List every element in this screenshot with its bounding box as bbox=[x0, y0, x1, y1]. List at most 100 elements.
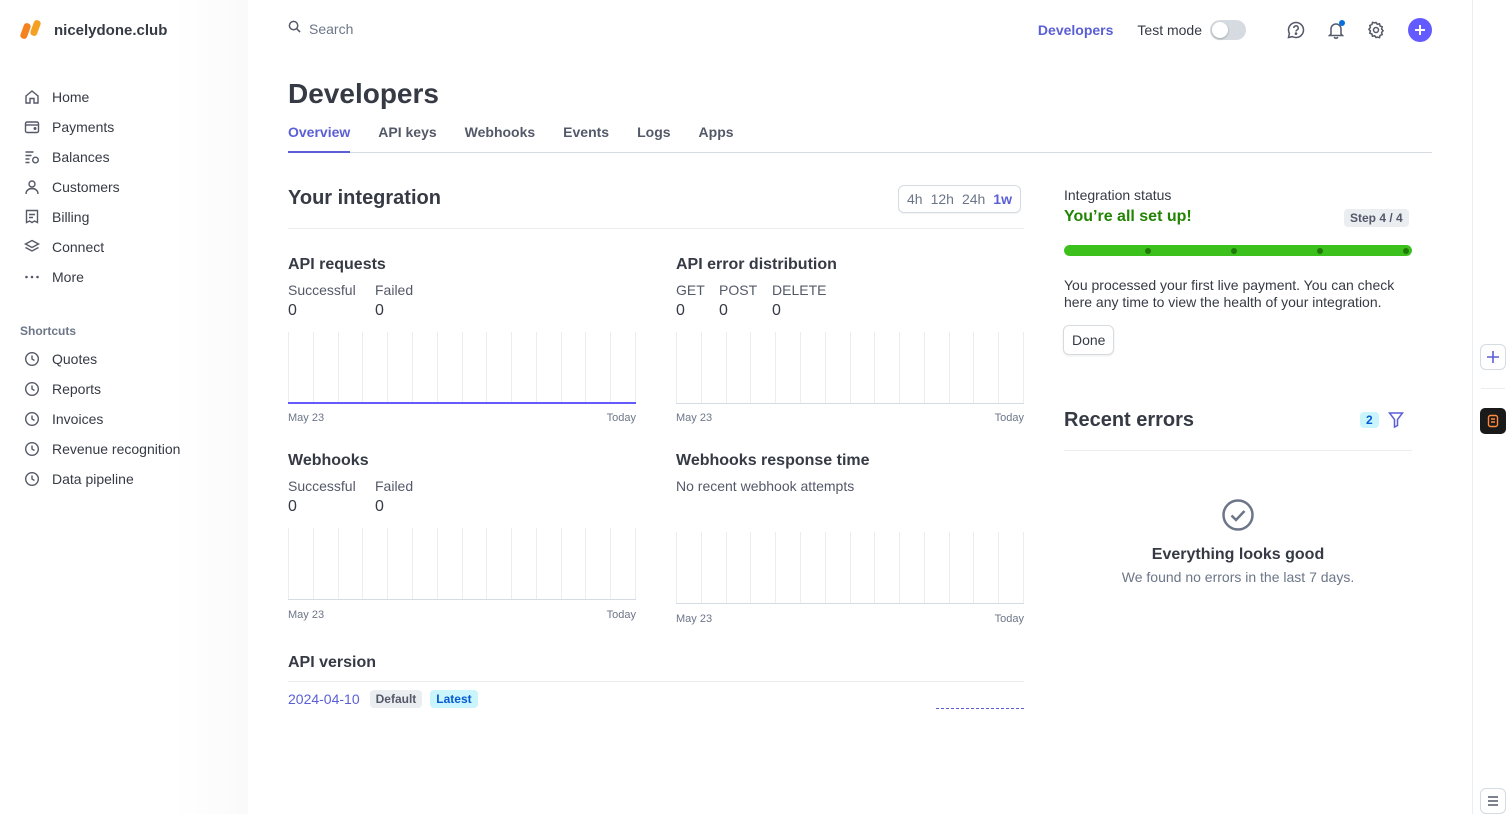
chart-gridline bbox=[561, 332, 562, 402]
chart-gridline bbox=[899, 532, 900, 603]
sidebar-item-label: Home bbox=[52, 89, 90, 105]
range-4h[interactable]: 4h bbox=[907, 191, 923, 207]
developers-link[interactable]: Developers bbox=[1037, 22, 1114, 38]
layers-icon bbox=[24, 239, 40, 255]
default-badge: Default bbox=[369, 690, 423, 708]
chart-gridline bbox=[536, 332, 537, 402]
tab-api-keys[interactable]: API keys bbox=[378, 124, 437, 140]
metric-value: 0 bbox=[719, 302, 728, 319]
tab-overview[interactable]: Overview bbox=[288, 124, 351, 153]
metric-label: Failed bbox=[375, 282, 414, 298]
help-icon[interactable] bbox=[1284, 18, 1308, 42]
done-button[interactable]: Done bbox=[1063, 325, 1115, 355]
chart-gridline bbox=[585, 528, 586, 599]
tab-webhooks[interactable]: Webhooks bbox=[464, 124, 536, 140]
sidebar-item-connect[interactable]: Connect bbox=[20, 232, 230, 262]
chart-gridline bbox=[288, 332, 289, 402]
search-icon bbox=[288, 20, 301, 38]
rail-add-button[interactable] bbox=[1480, 344, 1506, 370]
api-requests-card[interactable]: API requests Successful 0 Failed 0 May 2… bbox=[288, 256, 636, 424]
empty-state-subtitle: We found no errors in the last 7 days. bbox=[1121, 569, 1355, 585]
chart-gridline bbox=[874, 332, 875, 403]
rail-app-button[interactable] bbox=[1480, 408, 1506, 434]
api-errors-card[interactable]: API error distribution GET 0 POST 0 DELE… bbox=[676, 256, 1024, 424]
chart-gridline bbox=[635, 528, 636, 599]
recent-errors-heading: Recent errors bbox=[1064, 409, 1195, 431]
integration-heading: Your integration bbox=[288, 187, 441, 209]
clock-icon bbox=[24, 471, 40, 487]
axis-end-label: Today bbox=[606, 412, 636, 424]
metric-value: 0 bbox=[375, 302, 384, 319]
search-bar[interactable] bbox=[288, 20, 609, 38]
clock-icon bbox=[24, 441, 40, 457]
range-24h[interactable]: 24h bbox=[961, 191, 986, 207]
check-circle-icon bbox=[1221, 498, 1255, 537]
sidebar-item-label: More bbox=[52, 269, 84, 285]
filter-icon[interactable] bbox=[1387, 411, 1405, 434]
api-version-link[interactable]: 2024-04-10 bbox=[288, 691, 360, 707]
shortcut-quotes[interactable]: Quotes bbox=[20, 344, 230, 374]
shortcut-label: Quotes bbox=[52, 351, 98, 367]
primary-nav: Home Payments Balances Customers Billing bbox=[20, 82, 230, 292]
chart-gridline bbox=[949, 332, 950, 403]
chart-gridline bbox=[313, 528, 314, 599]
chart-gridline bbox=[412, 528, 413, 599]
metric-failed: Failed 0 bbox=[375, 282, 413, 320]
chart-gridline bbox=[536, 528, 537, 599]
range-1w[interactable]: 1w bbox=[993, 191, 1012, 207]
tab-apps[interactable]: Apps bbox=[698, 124, 734, 140]
shortcut-data-pipeline[interactable]: Data pipeline bbox=[20, 464, 230, 494]
sidebar-item-more[interactable]: More bbox=[20, 262, 230, 292]
metric-label: Successful bbox=[288, 282, 356, 298]
account-switcher[interactable]: nicelydone.club bbox=[20, 18, 167, 42]
sidebar-item-label: Connect bbox=[52, 239, 105, 255]
error-count-badge: 2 bbox=[1360, 412, 1379, 428]
sidebar-item-balances[interactable]: Balances bbox=[20, 142, 230, 172]
page-title: Developers bbox=[288, 78, 439, 109]
create-button[interactable] bbox=[1408, 18, 1432, 42]
shortcut-revenue-recognition[interactable]: Revenue recognition bbox=[20, 434, 230, 464]
chart-gridline bbox=[486, 332, 487, 402]
sidebar-item-customers[interactable]: Customers bbox=[20, 172, 230, 202]
chart-gridline bbox=[462, 332, 463, 402]
chart-axis: May 23 Today bbox=[288, 412, 636, 424]
chart-gridline bbox=[750, 332, 751, 403]
shortcut-label: Invoices bbox=[52, 411, 104, 427]
axis-start-label: May 23 bbox=[676, 613, 713, 625]
card-title: Webhooks bbox=[288, 452, 369, 469]
search-input[interactable] bbox=[309, 21, 609, 37]
progress-step-dot bbox=[1231, 248, 1237, 254]
chart-gridline bbox=[387, 528, 388, 599]
test-mode-toggle[interactable] bbox=[1210, 20, 1246, 40]
tab-logs[interactable]: Logs bbox=[637, 124, 671, 140]
metric-label: Successful bbox=[288, 478, 356, 494]
metric-successful: Successful 0 bbox=[288, 478, 359, 516]
rail-menu-button[interactable] bbox=[1480, 788, 1506, 814]
sidebar-item-home[interactable]: Home bbox=[20, 82, 230, 112]
tab-events[interactable]: Events bbox=[563, 124, 610, 140]
range-12h[interactable]: 12h bbox=[930, 191, 954, 207]
sidebar-item-payments[interactable]: Payments bbox=[20, 112, 230, 142]
metric-label: POST bbox=[719, 282, 758, 298]
shortcut-reports[interactable]: Reports bbox=[20, 374, 230, 404]
webhooks-card[interactable]: Webhooks Successful 0 Failed 0 May 23 To… bbox=[288, 452, 636, 621]
chart-gridline bbox=[610, 332, 611, 402]
chart-axis: May 23 Today bbox=[288, 609, 636, 621]
bell-icon[interactable] bbox=[1324, 18, 1348, 42]
gear-icon[interactable] bbox=[1364, 18, 1388, 42]
webhooks-response-card[interactable]: Webhooks response time No recent webhook… bbox=[676, 452, 1024, 625]
axis-end-label: Today bbox=[606, 609, 636, 621]
chart-axis: May 23 Today bbox=[676, 613, 1024, 625]
api-version-dashed-link[interactable] bbox=[936, 708, 1024, 709]
shortcut-invoices[interactable]: Invoices bbox=[20, 404, 230, 434]
card-title: Webhooks response time bbox=[676, 452, 870, 469]
sidebar-item-billing[interactable]: Billing bbox=[20, 202, 230, 232]
chart-gridline bbox=[924, 532, 925, 603]
webhooks-chart bbox=[288, 528, 636, 600]
developer-tabs: Overview API keys Webhooks Events Logs A… bbox=[288, 124, 1432, 153]
chart-gridline bbox=[362, 528, 363, 599]
axis-start-label: May 23 bbox=[676, 412, 713, 424]
empty-state-title: Everything looks good bbox=[1151, 546, 1325, 563]
plus-icon bbox=[1415, 25, 1425, 35]
metric-delete: DELETE 0 bbox=[772, 282, 826, 320]
